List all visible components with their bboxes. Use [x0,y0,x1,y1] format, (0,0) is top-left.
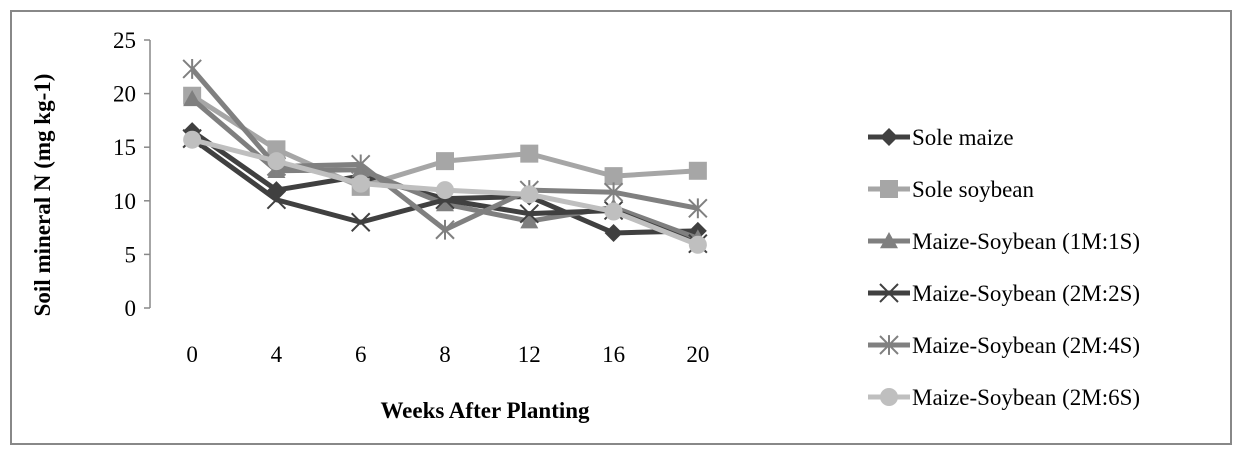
square-marker [880,180,898,198]
y-ticks: 0 5 10 15 20 25 [113,28,150,321]
legend-label: Sole maize [912,125,1014,150]
x-marker [519,203,539,224]
x-tick-label: 6 [355,342,367,367]
y-tick-label: 5 [125,242,137,267]
circle-marker [880,388,898,406]
star-marker [435,219,455,240]
x-marker [266,190,287,210]
star-marker [182,59,202,79]
x-tick-label: 4 [271,342,283,367]
legend-label: Maize-Soybean (2M:6S) [912,385,1140,410]
circle-marker [604,202,623,221]
legend-label: Maize-Soybean (1M:1S) [912,229,1140,254]
circle-marker [520,185,539,204]
y-tick-label: 15 [113,135,136,160]
series-5 [183,130,707,254]
legend-item: Maize-Soybean (2M:2S) [868,281,1140,306]
triangle-marker [436,195,454,212]
y-tick-label: 10 [113,189,136,214]
star-marker [603,182,624,203]
y-tick-label: 0 [125,296,137,321]
x-axis-title: Weeks After Planting [380,398,590,423]
legend: Sole maize Sole soybean Maize-Soybean (1M:… [868,125,1140,410]
triangle-marker [183,89,202,107]
legend-item: Maize-Soybean (2M:4S) [868,333,1140,358]
circle-marker [267,152,286,171]
y-tick-label: 25 [113,28,136,53]
legend-label: Maize-Soybean (2M:2S) [912,281,1140,306]
x-tick-label: 0 [186,342,198,367]
x-tick-label: 8 [439,342,451,367]
y-axis: 0 5 10 15 20 25 [113,28,151,321]
square-marker [688,161,707,180]
y-tick-label: 20 [113,82,136,107]
circle-marker [688,235,707,254]
x-ticks: 0 4 6 8 12 16 20 [186,342,709,367]
legend-item: Maize-Soybean (1M:1S) [868,229,1140,254]
star-marker [351,154,371,175]
diamond-marker [880,128,898,146]
square-marker [436,152,454,171]
legend-item: Maize-Soybean (2M:6S) [868,385,1140,410]
x-marker [351,212,371,232]
triangle-marker [520,212,539,229]
x-tick-label: 16 [602,342,625,367]
chart-area [10,10,1232,445]
plot-area [182,59,708,254]
legend-label: Maize-Soybean (2M:4S) [912,333,1140,358]
circle-marker [436,181,454,200]
legend-label: Sole soybean [912,177,1035,202]
diamond-marker [604,223,623,242]
y-axis-title: Soil mineral N (mg kg-1) [30,74,55,317]
x-marker [879,283,899,303]
star-marker [688,198,708,219]
x-tick-label: 12 [518,342,541,367]
square-marker [520,144,539,163]
circle-marker [351,174,370,193]
square-marker [604,167,623,186]
circle-marker [183,130,202,149]
legend-item: Sole maize [868,125,1014,150]
star-marker [879,335,899,355]
x-tick-label: 20 [686,342,709,367]
legend-item: Sole soybean [868,177,1035,202]
triangle-marker [880,232,898,249]
